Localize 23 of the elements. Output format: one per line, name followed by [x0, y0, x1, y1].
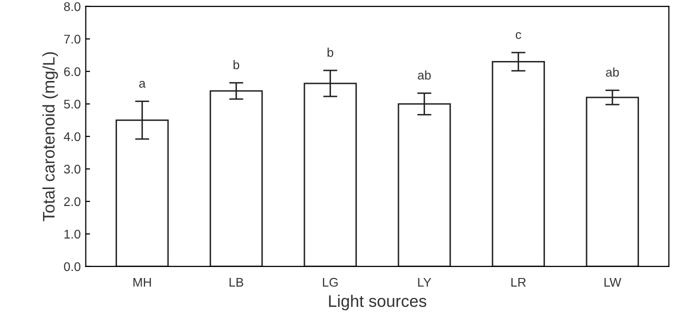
x-tick-label: LY: [418, 278, 432, 287]
y-tick-label: 2.0: [64, 197, 80, 206]
y-tick-label: 0.0: [64, 262, 80, 272]
x-tick-label: LW: [604, 278, 622, 287]
y-tick-label: 8.0: [64, 2, 80, 12]
y-tick-label: 1.0: [64, 230, 80, 239]
y-tick-label: 5.0: [64, 100, 80, 109]
annotation: ab: [606, 68, 619, 77]
annotation: b: [328, 48, 334, 57]
x-tick-label: LR: [511, 278, 526, 287]
y-tick-label: 4.0: [64, 132, 80, 142]
y-tick-label: 6.0: [64, 67, 80, 76]
y-tick-label: 7.0: [64, 34, 80, 44]
annotation: c: [516, 32, 522, 39]
y-axis-title: Total carotenoid (mg/L): [42, 52, 58, 222]
annotation: b: [234, 60, 240, 70]
x-tick-label: MH: [133, 278, 151, 287]
x-tick-label: LB: [230, 278, 244, 287]
annotation: a: [139, 80, 146, 88]
y-tick-label: 3.0: [64, 164, 80, 174]
x-axis-title: Light sources: [329, 294, 426, 310]
x-tick-label: LG: [322, 278, 338, 287]
annotation: ab: [418, 70, 431, 80]
